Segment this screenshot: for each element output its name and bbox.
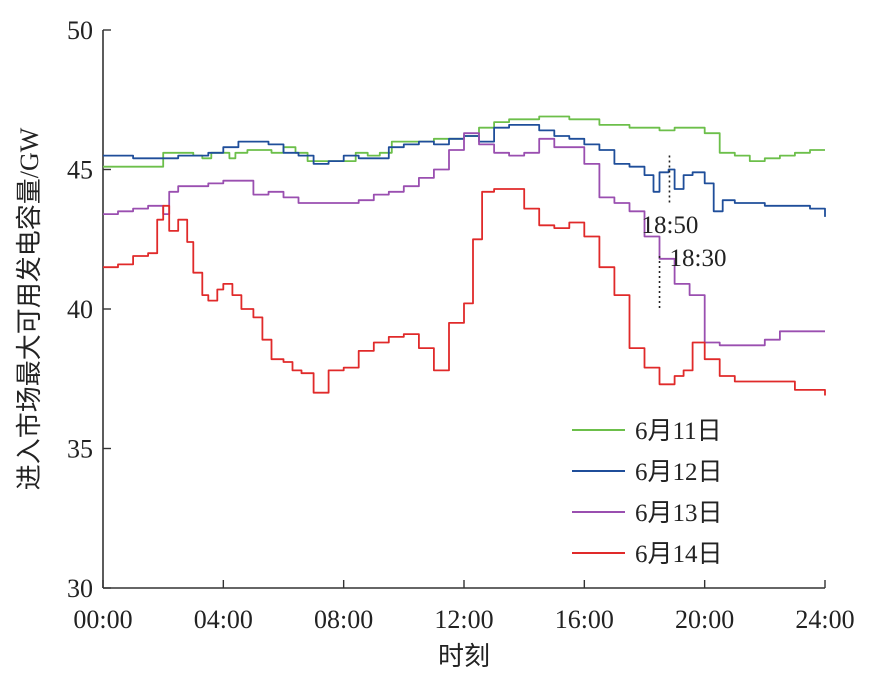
ticks: 00:00 04:00 08:00 12:00 16:00 20:00 24:00 30 35 4…	[67, 16, 855, 634]
annotation-label-2: 18:30	[670, 245, 727, 272]
series-lines	[103, 115, 826, 396]
annotations: 18:50 18:30	[641, 155, 727, 309]
series-line-4	[103, 188, 826, 396]
annotation-label-1: 18:50	[641, 212, 698, 239]
y-tick-label: 30	[67, 574, 93, 603]
y-tick-label: 50	[67, 16, 93, 45]
y-tick-label: 40	[67, 295, 93, 324]
x-axis-title: 时刻	[438, 642, 490, 671]
y-axis-title: 进入市场最大可用发电容量/GW	[15, 127, 44, 490]
series-line-1	[103, 115, 825, 168]
x-tick-label: 12:00	[434, 605, 493, 634]
x-tick-label: 04:00	[194, 605, 253, 634]
series-line-2	[103, 124, 826, 217]
x-tick-label: 20:00	[675, 605, 734, 634]
x-tick-label: 16:00	[555, 605, 614, 634]
legend-label-1: 6月11日	[635, 418, 722, 445]
x-tick-label: 08:00	[314, 605, 373, 634]
legend-label-2: 6月12日	[635, 459, 723, 486]
legend: 6月11日 6月12日 6月13日 6月14日	[572, 418, 723, 568]
x-tick-label: 24:00	[795, 605, 854, 634]
y-tick-label: 35	[67, 435, 93, 464]
legend-label-3: 6月13日	[635, 500, 723, 527]
x-tick-label: 00:00	[73, 605, 132, 634]
series-line-3	[103, 132, 825, 347]
y-tick-label: 45	[67, 156, 93, 185]
legend-label-4: 6月14日	[635, 541, 723, 568]
